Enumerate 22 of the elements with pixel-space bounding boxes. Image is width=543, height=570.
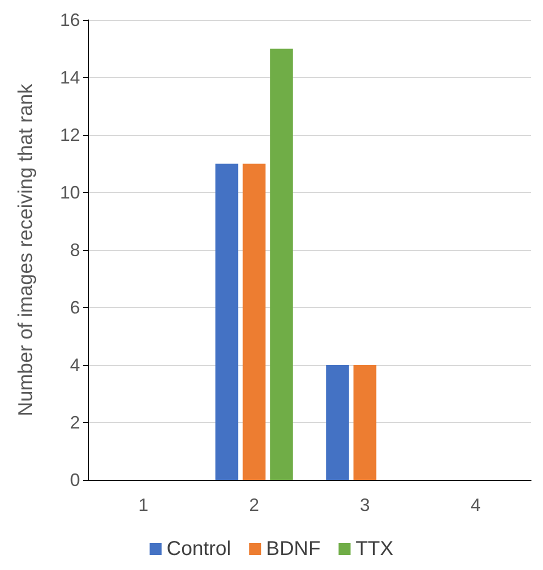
legend-label: BDNF xyxy=(266,538,321,560)
y-tick-label: 6 xyxy=(70,298,80,318)
x-tick-label: 1 xyxy=(138,495,148,515)
bar xyxy=(353,365,376,480)
bar xyxy=(326,365,349,480)
y-tick-label: 4 xyxy=(70,355,80,375)
x-tick-label: 2 xyxy=(249,495,260,515)
y-tick-label: 16 xyxy=(60,10,80,30)
legend-label: TTX xyxy=(356,538,394,560)
x-tick-label: 3 xyxy=(360,495,370,515)
y-tick-label: 2 xyxy=(70,412,80,432)
y-tick-label: 12 xyxy=(60,125,80,145)
y-tick-label: 8 xyxy=(70,240,80,260)
y-tick-label: 10 xyxy=(60,182,80,202)
legend-label: Control xyxy=(166,538,232,560)
y-tick-label: 0 xyxy=(70,470,80,490)
bar xyxy=(242,164,266,480)
x-tick-label: 4 xyxy=(470,495,481,515)
y-axis-title: Number of images receiving that rank xyxy=(15,82,37,416)
y-tick-label: 14 xyxy=(60,68,80,88)
bar xyxy=(215,164,238,480)
bar xyxy=(270,48,293,480)
